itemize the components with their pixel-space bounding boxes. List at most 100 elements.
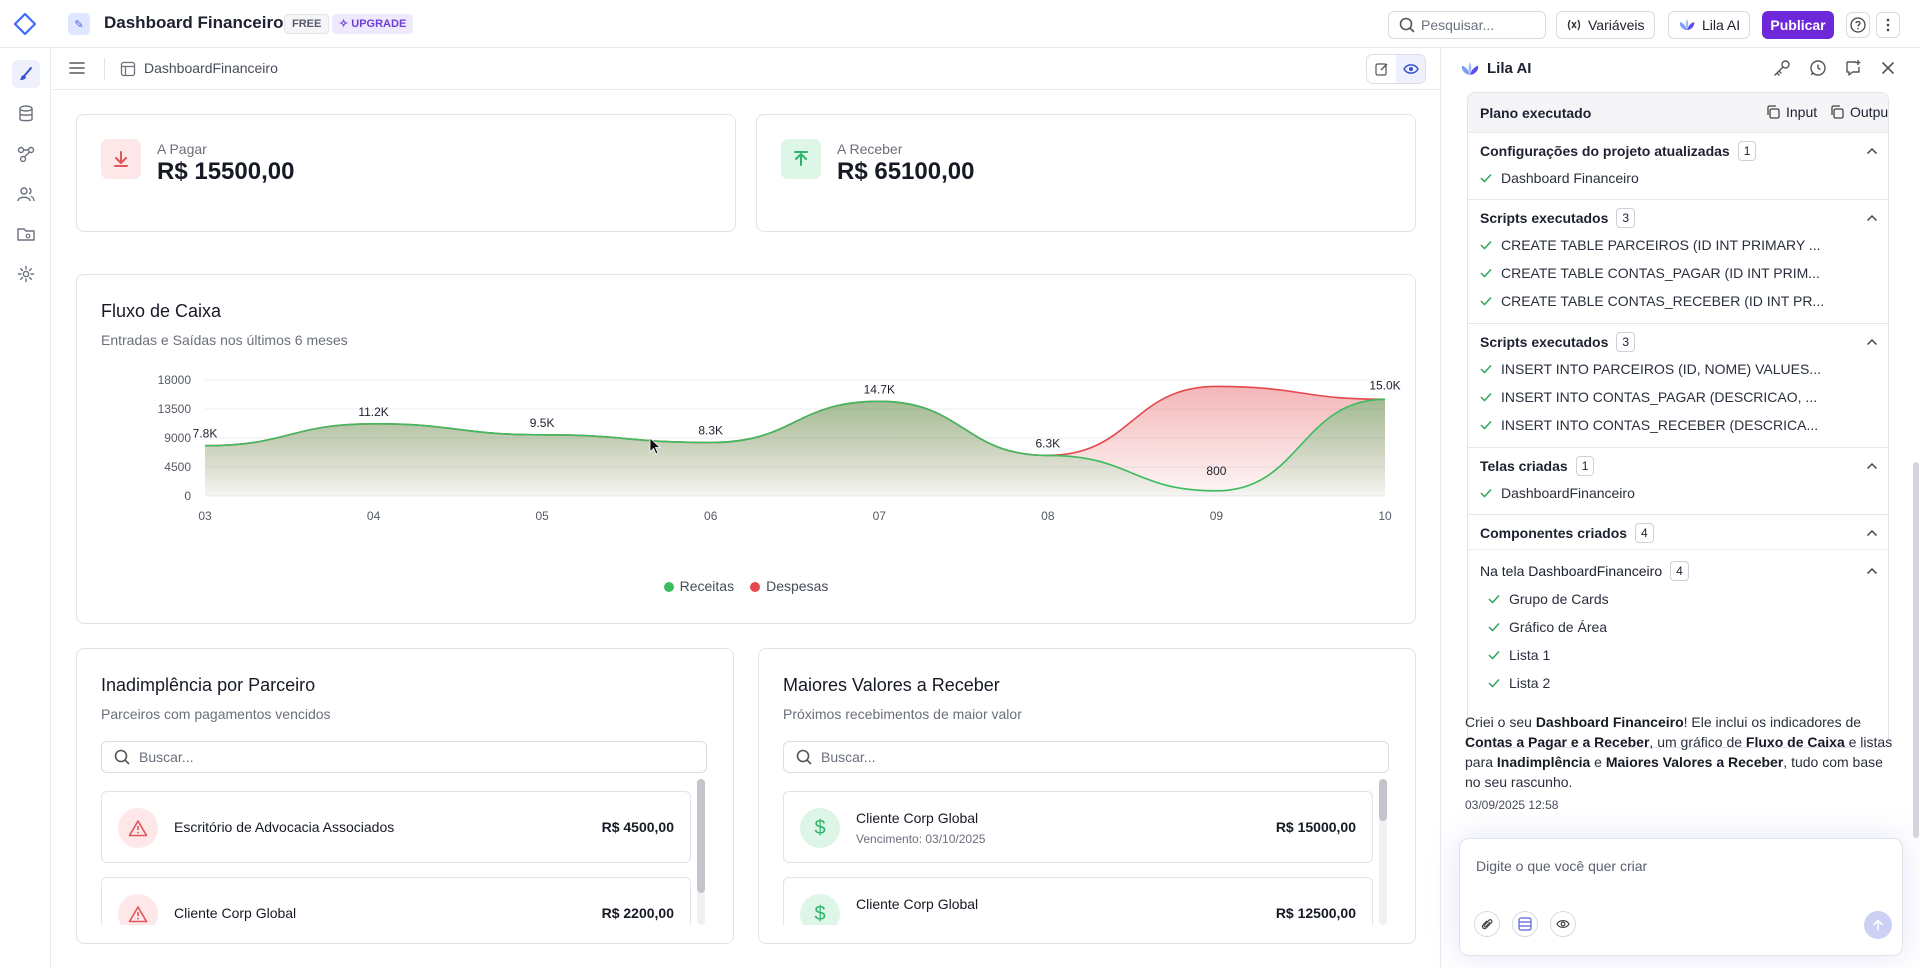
chevron-up-icon[interactable] (1866, 147, 1878, 155)
lila-ai-label: Lila AI (1702, 17, 1741, 33)
section-item: INSERT INTO PARCEIROS (ID, NOME) VALUES.… (1480, 361, 1821, 377)
upgrade-badge[interactable]: ✧ UPGRADE (332, 14, 414, 34)
scrollbar-thumb[interactable] (1379, 779, 1387, 821)
project-icon: ✎ (68, 13, 90, 35)
chevron-up-icon[interactable] (1866, 567, 1878, 575)
item-text: Lista 2 (1509, 675, 1551, 691)
key-icon[interactable] (1773, 59, 1791, 77)
overdue-list-card: Inadimplência por Parceiro Parceiros com… (76, 648, 734, 944)
legend-item-receitas[interactable]: Receitas (663, 578, 734, 594)
send-button[interactable] (1864, 911, 1892, 939)
check-icon (1480, 420, 1492, 430)
plan-section-screens: Telas criadas 1 DashboardFinanceiro (1468, 448, 1888, 515)
global-search-input[interactable]: Pesquisar... (1388, 11, 1546, 39)
lila-ai-icon (1679, 19, 1695, 30)
search-placeholder: Buscar... (821, 749, 876, 765)
section-title[interactable]: Componentes criados 4 (1480, 523, 1654, 543)
nav-settings[interactable] (12, 260, 40, 288)
app-logo-icon[interactable] (14, 13, 36, 35)
editor-subheader: DashboardFinanceiro (52, 48, 1440, 90)
variables-button[interactable]: Variáveis (1556, 11, 1655, 39)
screen-canvas: A Pagar R$ 15500,00 A Receber R$ 65100,0… (52, 91, 1440, 968)
section-count: 4 (1635, 523, 1654, 543)
section-item: Dashboard Financeiro (1480, 170, 1639, 186)
message-fragment: e (1590, 754, 1606, 770)
screen-context-button[interactable] (1550, 911, 1576, 937)
more-options-button[interactable] (1876, 12, 1900, 38)
data-label: 14.7K (864, 382, 895, 396)
list-item[interactable]: $ Cliente Corp Global Vencimento: 03/10/… (783, 791, 1373, 863)
section-title-text: Scripts executados (1480, 210, 1609, 226)
plan-section-components: Componentes criados 4 Na tela DashboardFi… (1468, 515, 1888, 715)
edit-icon (1374, 63, 1387, 76)
copy-icon (1767, 105, 1780, 119)
database-icon (1518, 917, 1532, 931)
database-context-button[interactable] (1512, 911, 1538, 937)
section-title-text: Scripts executados (1480, 334, 1609, 350)
kpi-icon-box (101, 139, 141, 179)
receivables-list-card: Maiores Valores a Receber Próximos receb… (758, 648, 1416, 944)
edit-mode-button[interactable] (1367, 55, 1396, 83)
menu-icon[interactable] (68, 59, 86, 77)
overdue-search-input[interactable]: Buscar... (101, 741, 707, 773)
new-chat-icon[interactable] (1844, 59, 1862, 77)
nav-users[interactable] (12, 180, 40, 208)
nav-flows[interactable] (12, 140, 40, 168)
list-scrollbar[interactable] (1379, 779, 1387, 925)
input-button[interactable]: Input (1766, 104, 1817, 120)
more-vertical-icon (1886, 18, 1890, 32)
section-title[interactable]: Scripts executados 3 (1480, 208, 1636, 228)
list-item[interactable]: Escritório de Advocacia Associados R$ 45… (101, 791, 691, 863)
kpi-value: R$ 15500,00 (157, 158, 295, 185)
y-tick-label: 9000 (164, 431, 191, 445)
attach-button[interactable] (1474, 911, 1500, 937)
help-icon (1850, 17, 1866, 33)
close-icon[interactable] (1881, 61, 1895, 75)
chevron-up-icon[interactable] (1866, 338, 1878, 346)
overdue-list[interactable]: Escritório de Advocacia Associados R$ 45… (101, 775, 707, 925)
section-title-text: Componentes criados (1480, 525, 1628, 541)
legend-label: Despesas (766, 578, 829, 594)
list-item[interactable]: Cliente Corp Global R$ 2200,00 (101, 877, 691, 925)
list-scrollbar[interactable] (697, 779, 705, 925)
publish-button[interactable]: Publicar (1762, 11, 1834, 39)
receivables-list[interactable]: $ Cliente Corp Global Vencimento: 03/10/… (783, 775, 1389, 925)
output-button[interactable]: Output (1830, 104, 1888, 120)
item-text: INSERT INTO CONTAS_RECEBER (DESCRICA... (1501, 417, 1819, 433)
nav-database[interactable] (12, 100, 40, 128)
legend-swatch (663, 582, 674, 592)
message-fragment: ! Ele inclui os indicadores de (1683, 714, 1862, 730)
prompt-input[interactable]: Digite o que você quer criar (1476, 858, 1648, 874)
section-title[interactable]: Scripts executados 3 (1480, 332, 1636, 352)
section-title[interactable]: Configurações do projeto atualizadas 1 (1480, 141, 1757, 161)
nav-screens[interactable] (12, 60, 40, 88)
x-tick-label: 08 (1041, 509, 1055, 523)
item-text: INSERT INTO CONTAS_PAGAR (DESCRICAO, ... (1501, 389, 1818, 405)
lila-ai-button[interactable]: Lila AI (1668, 11, 1751, 39)
scrollbar-thumb[interactable] (697, 779, 705, 893)
list-item[interactable]: $ Cliente Corp Global R$ 12500,00 (783, 877, 1373, 925)
preview-mode-button[interactable] (1396, 55, 1425, 83)
row-name: Cliente Corp Global (174, 905, 297, 921)
paperclip-icon (1481, 919, 1493, 930)
plan-header: Plano executado Input Output (1468, 93, 1888, 133)
chevron-up-icon[interactable] (1866, 214, 1878, 222)
chevron-up-icon[interactable] (1866, 462, 1878, 470)
section-item: CREATE TABLE PARCEIROS (ID INT PRIMARY .… (1480, 237, 1820, 253)
database-icon (19, 105, 33, 122)
chevron-up-icon[interactable] (1866, 529, 1878, 537)
subsection-title[interactable]: Na tela DashboardFinanceiro 4 (1480, 561, 1689, 581)
row-value: R$ 15000,00 (1275, 819, 1356, 835)
receivables-search-input[interactable]: Buscar... (783, 741, 1389, 773)
nav-files[interactable] (12, 220, 40, 248)
kpi-icon-box (781, 139, 821, 179)
chat-history-icon[interactable] (1809, 59, 1827, 77)
help-button[interactable] (1846, 12, 1870, 38)
eye-icon (1402, 64, 1419, 74)
section-title[interactable]: Telas criadas 1 (1480, 456, 1595, 476)
breadcrumb[interactable]: DashboardFinanceiro (144, 60, 278, 76)
view-mode-toggle[interactable] (1366, 54, 1426, 84)
legend-item-despesas[interactable]: Despesas (750, 578, 828, 594)
check-icon (1480, 173, 1492, 183)
panel-scrollbar[interactable] (1913, 462, 1919, 838)
